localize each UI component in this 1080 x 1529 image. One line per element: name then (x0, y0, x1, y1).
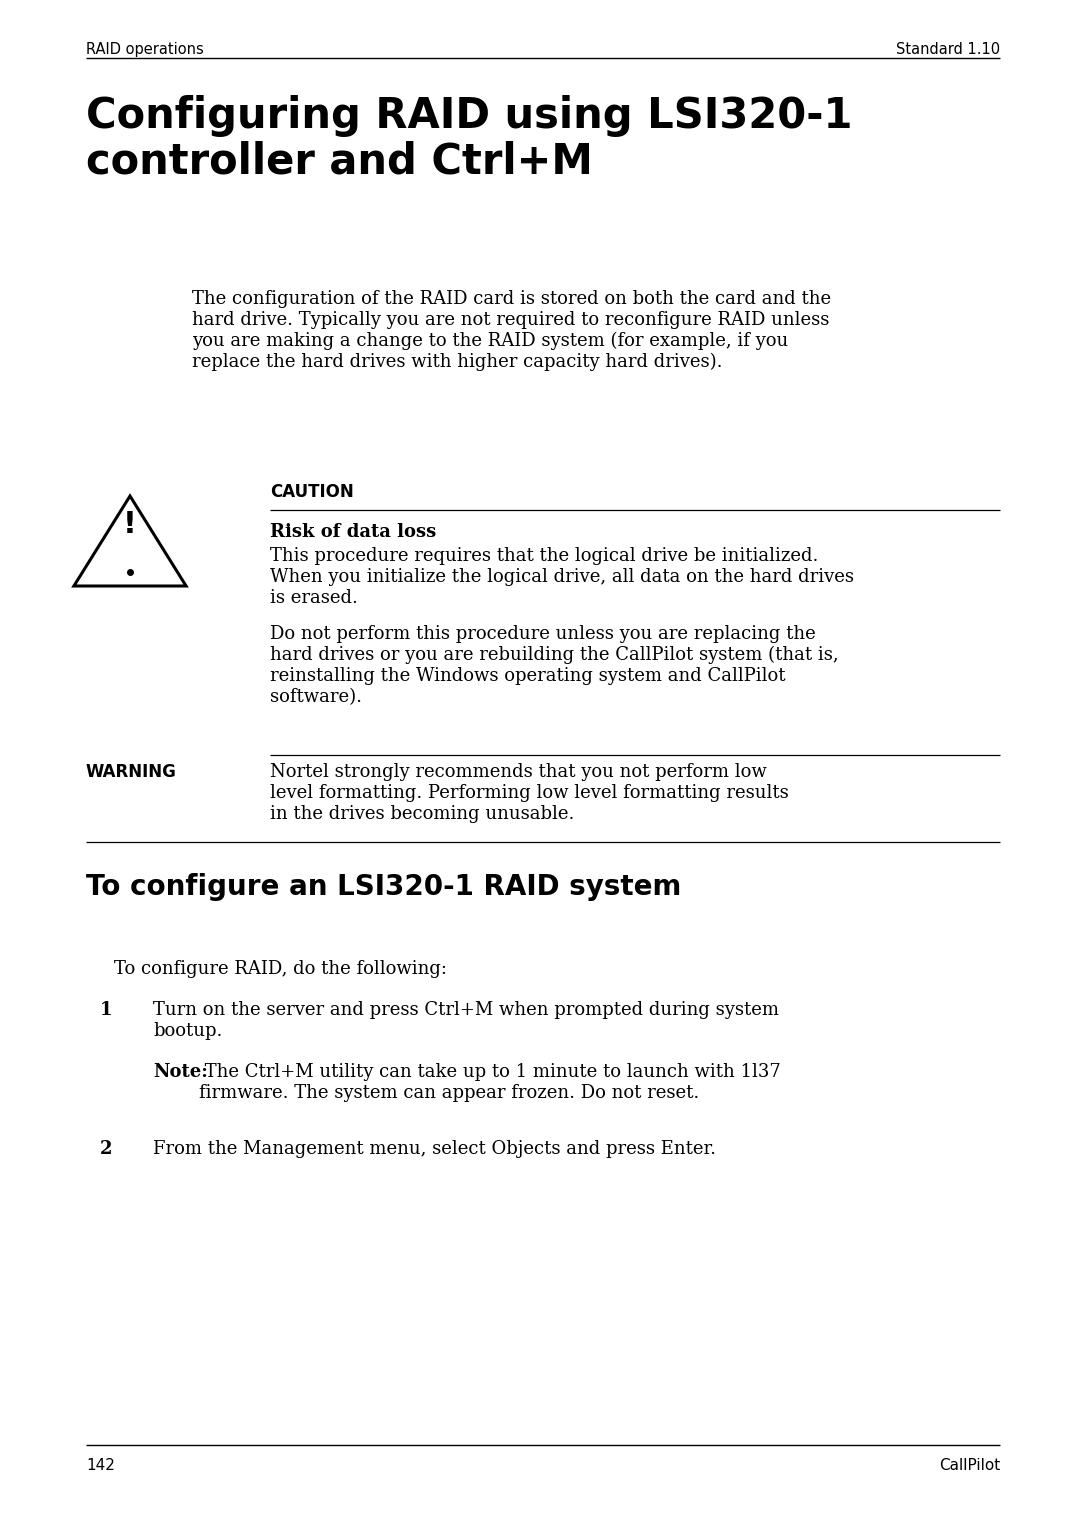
Text: !: ! (123, 511, 137, 540)
Text: Do not perform this procedure unless you are replacing the
hard drives or you ar: Do not perform this procedure unless you… (270, 625, 839, 706)
Text: Turn on the server and press Ctrl+M when prompted during system
bootup.: Turn on the server and press Ctrl+M when… (153, 1001, 779, 1040)
Text: Standard 1.10: Standard 1.10 (896, 41, 1000, 57)
Text: 142: 142 (86, 1459, 114, 1472)
Text: To configure an LSI320-1 RAID system: To configure an LSI320-1 RAID system (86, 873, 681, 901)
Text: This procedure requires that the logical drive be initialized.
When you initiali: This procedure requires that the logical… (270, 547, 854, 607)
Text: WARNING: WARNING (86, 763, 177, 781)
Text: Risk of data loss: Risk of data loss (270, 523, 436, 541)
Text: Nortel strongly recommends that you not perform low
level formatting. Performing: Nortel strongly recommends that you not … (270, 763, 788, 823)
Text: Note:: Note: (153, 1063, 207, 1081)
Text: The configuration of the RAID card is stored on both the card and the
hard drive: The configuration of the RAID card is st… (192, 291, 832, 372)
Text: The Ctrl+M utility can take up to 1 minute to launch with 1l37
firmware. The sys: The Ctrl+M utility can take up to 1 minu… (199, 1063, 781, 1102)
Text: CAUTION: CAUTION (270, 483, 354, 502)
Text: 1: 1 (100, 1001, 112, 1018)
Text: CallPilot: CallPilot (939, 1459, 1000, 1472)
Text: controller and Ctrl+M: controller and Ctrl+M (86, 141, 593, 183)
Text: To configure RAID, do the following:: To configure RAID, do the following: (114, 960, 447, 979)
Text: 2: 2 (100, 1141, 112, 1157)
Text: Configuring RAID using LSI320-1: Configuring RAID using LSI320-1 (86, 95, 852, 138)
Text: From the Management menu, select Objects and press Enter.: From the Management menu, select Objects… (153, 1141, 716, 1157)
Text: RAID operations: RAID operations (86, 41, 204, 57)
